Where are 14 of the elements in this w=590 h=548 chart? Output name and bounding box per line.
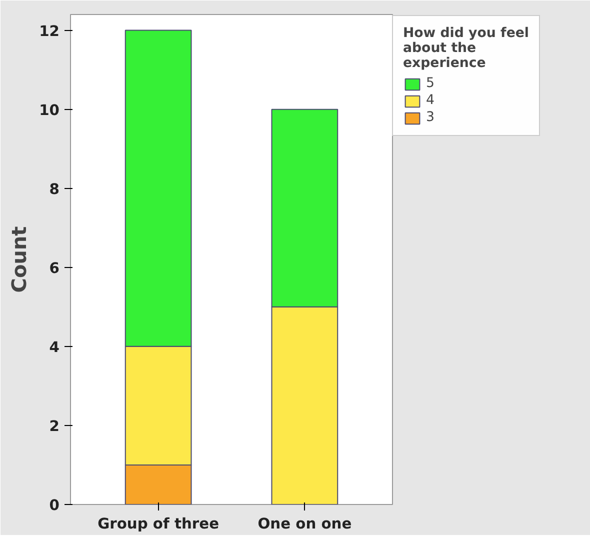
y-tick-label: 10 — [39, 102, 60, 119]
y-tick-label: 8 — [49, 180, 60, 198]
legend-label: 4 — [426, 93, 436, 108]
legend-title: How did you feel about the experience — [403, 26, 529, 71]
y-axis-title: Count — [7, 226, 32, 293]
y-tick-label: 2 — [49, 418, 60, 435]
y-tick-label: 12 — [39, 22, 60, 40]
x-tick-label: Group of three — [98, 516, 220, 532]
x-tick-label: One on one — [258, 516, 352, 532]
legend-label: 3 — [426, 110, 436, 125]
y-tick-label: 4 — [49, 338, 60, 356]
legend-label: 5 — [426, 76, 436, 91]
y-tick-label: 6 — [49, 260, 60, 277]
y-tick-label: 0 — [49, 497, 60, 514]
